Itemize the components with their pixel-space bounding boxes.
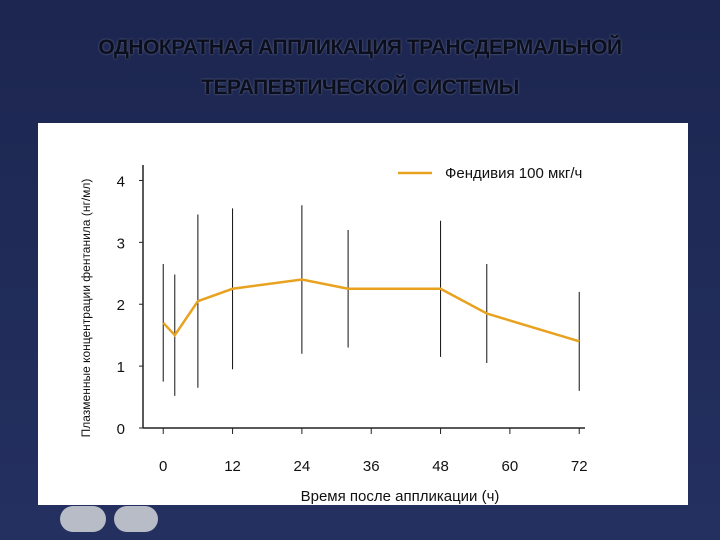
x-tick-label: 48 [432,458,449,475]
slide-subtitle: ТЕРАПЕВТИЧЕСКОЙ СИСТЕМЫ [201,76,519,99]
x-tick-label: 12 [224,458,241,475]
x-axis-label: Время после аппликации (ч) [301,488,500,505]
legend-label: Фендивия 100 мкг/ч [445,165,582,182]
decoration [114,506,158,532]
decoration [60,506,106,532]
y-axis-label: Плазменные концентрации фентанила (нг/мл… [79,179,93,438]
x-tick-label: 60 [502,458,519,475]
data-line [162,278,580,343]
y-tick-label: 0 [117,421,125,438]
y-tick-label: 1 [117,359,125,376]
y-tick-label: 3 [117,235,125,252]
chart-panel [38,123,688,505]
y-tick-label: 2 [117,297,125,314]
x-tick-label: 36 [363,458,380,475]
y-tick-label: 4 [117,173,125,190]
x-tick-label: 24 [294,458,311,475]
x-tick-label: 72 [571,458,588,475]
x-tick-label: 0 [159,458,167,475]
slide-title: ОДНОКРАТНАЯ АППЛИКАЦИЯ ТРАНСДЕРМАЛЬНОЙ [98,36,622,59]
